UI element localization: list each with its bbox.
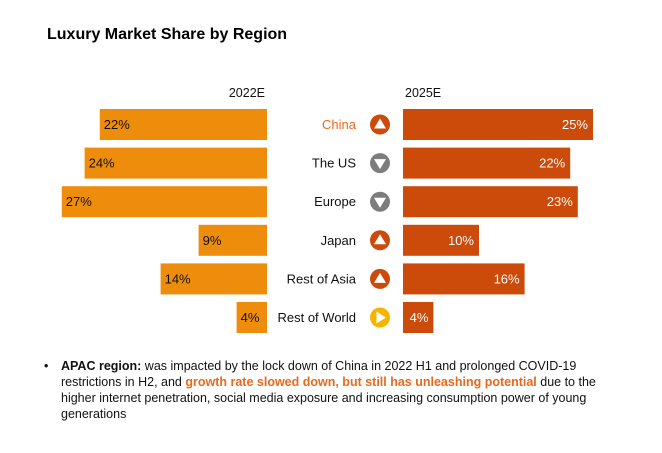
category-label-2: Europe bbox=[314, 194, 356, 209]
series-label-2022: 2022E bbox=[229, 86, 265, 100]
category-label-3: Japan bbox=[321, 233, 356, 248]
down-arrow-icon-2 bbox=[374, 197, 386, 208]
note-highlight: growth rate slowed down, but still has u… bbox=[185, 375, 537, 389]
bar-2025-4 bbox=[403, 263, 525, 295]
data-label-2022-4: 14% bbox=[165, 271, 191, 286]
category-label-0: China bbox=[322, 117, 357, 132]
commentary-note: • APAC region: was impacted by the lock … bbox=[44, 358, 634, 422]
category-label-5: Rest of World bbox=[277, 310, 356, 325]
note-lead: APAC region: bbox=[61, 359, 142, 373]
data-label-2025-4: 16% bbox=[494, 271, 520, 286]
data-label-2025-2: 23% bbox=[547, 194, 573, 209]
bar-2025-1 bbox=[403, 147, 571, 179]
up-arrow-icon-4 bbox=[374, 272, 386, 283]
bullet-icon: • bbox=[44, 359, 49, 373]
category-label-1: The US bbox=[312, 156, 356, 171]
data-label-2025-0: 25% bbox=[562, 117, 588, 132]
bar-2022-4 bbox=[160, 263, 267, 295]
bar-2022-3 bbox=[198, 224, 267, 256]
note-body-2: due to the higher internet penetration, … bbox=[61, 375, 596, 421]
bar-2022-1 bbox=[84, 147, 267, 179]
data-label-2022-1: 24% bbox=[89, 156, 115, 171]
data-label-2022-3: 9% bbox=[203, 233, 222, 248]
data-label-2025-3: 10% bbox=[448, 233, 474, 248]
right-arrow-icon-5 bbox=[376, 311, 386, 324]
bar-2025-2 bbox=[403, 186, 578, 218]
data-label-2022-0: 22% bbox=[104, 117, 130, 132]
up-arrow-icon-3 bbox=[374, 234, 386, 245]
bar-2022-0 bbox=[99, 109, 267, 140]
note-body-1: was impacted by the lock down of China i… bbox=[61, 359, 577, 389]
series-label-2025: 2025E bbox=[405, 86, 441, 100]
category-label-4: Rest of Asia bbox=[287, 271, 357, 286]
bar-2025-5 bbox=[403, 302, 434, 333]
bar-2025-3 bbox=[403, 224, 479, 256]
mirror-bar-chart: 2022E 2025E 22% 25% China 24% 22% The US 27% 23% E… bbox=[61, 86, 593, 333]
chart-title: Luxury Market Share by Region bbox=[47, 26, 288, 43]
data-label-2022-2: 27% bbox=[66, 194, 92, 209]
data-label-2022-5: 4% bbox=[241, 310, 260, 325]
bar-2022-2 bbox=[61, 186, 267, 218]
data-label-2025-5: 4% bbox=[410, 310, 429, 325]
note-text: APAC region: was impacted by the lock do… bbox=[61, 358, 634, 422]
bar-2022-5 bbox=[236, 302, 267, 333]
data-label-2025-1: 22% bbox=[539, 156, 565, 171]
up-arrow-icon-0 bbox=[374, 118, 386, 129]
down-arrow-icon-1 bbox=[374, 159, 386, 170]
bar-2025-0 bbox=[403, 109, 593, 140]
